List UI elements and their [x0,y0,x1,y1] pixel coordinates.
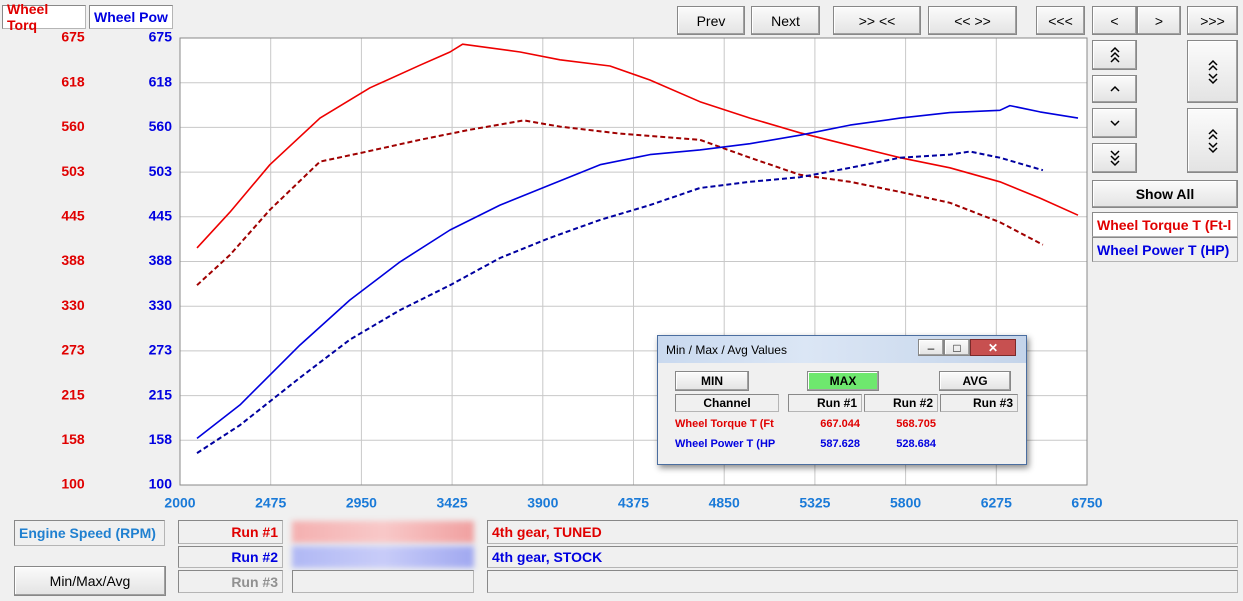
close-button[interactable]: ✕ [970,339,1016,356]
scroll-down-button[interactable] [1092,108,1137,138]
x-tick-label: 5325 [799,495,830,511]
x-tick-label: 3900 [527,495,558,511]
tab[interactable]: Wheel Torq [2,1,86,33]
y-tick-label: 273 [61,342,85,358]
column-header: Run #3 [940,394,1018,412]
zoom-in-button[interactable] [1187,40,1238,103]
y2-tick-label: 560 [149,118,173,134]
x-tick-label: 6275 [981,495,1012,511]
value-cell: 528.684 [896,438,936,450]
channel-cell: Wheel Power T (HP [675,438,776,450]
value-cell: 587.628 [820,438,860,450]
data-line [196,104,1079,440]
channel-cell: Wheel Torque T (Ft [675,418,774,430]
x-tick-label: 2950 [346,495,377,511]
y-tick-label: 675 [61,29,85,45]
y-tick-label: 215 [61,386,85,402]
y-tick-label: 618 [61,73,85,89]
scroll-top-button[interactable] [1092,40,1137,70]
y2-tick-label: 273 [149,342,173,358]
run-description [487,570,1238,593]
icon [1109,120,1120,127]
x-tick-label: 6750 [1071,495,1102,511]
button[interactable]: <<< [1036,6,1085,35]
y-tick-label: 100 [61,476,85,492]
y2-tick-label: 100 [149,476,173,492]
y-tick-label: 158 [61,431,85,447]
x-tick-label: 2475 [255,495,286,511]
y2-tick-label: 445 [149,208,173,224]
empty-field [292,570,474,593]
y-tick-label: 330 [61,297,85,313]
scroll-up-button[interactable] [1092,75,1137,103]
show-all-button[interactable]: Show All [1092,180,1238,208]
scroll-bottom-button[interactable] [1092,143,1137,173]
button[interactable]: MAX [807,371,879,391]
dialog-title: Min / Max / Avg Values [666,343,787,357]
value-cell: 568.705 [896,418,936,430]
column-header: Run #2 [864,394,938,412]
legend-entry[interactable]: Wheel Torque T (Ft-l [1092,212,1238,237]
run-description: 4th gear, TUNED [487,520,1238,544]
y2-tick-label: 675 [149,29,173,45]
y2-tick-label: 215 [149,386,173,402]
y2-tick-label: 503 [149,163,173,179]
data-line [196,150,1044,454]
icon [1109,46,1120,63]
x-tick-label: 2000 [164,495,195,511]
button[interactable]: < [1092,6,1137,35]
minimize-button[interactable]: – [918,339,944,356]
legend-entry[interactable]: Wheel Power T (HP) [1092,237,1238,262]
dialog: Min / Max / Avg Values – □ ✕ MIN MAX AVG… [657,335,1027,465]
column-header: Channel [675,394,779,412]
button[interactable]: MIN [675,371,749,391]
x-tick-label: 4850 [709,495,740,511]
button[interactable]: << >> [928,6,1017,35]
icon [1207,59,1218,84]
value-cell: 667.044 [820,418,860,430]
column-header: Run #1 [788,394,862,412]
y2-tick-label: 330 [149,297,173,313]
y2-tick-label: 388 [149,252,173,268]
y2-tick-label: 158 [149,431,173,447]
maximize-button[interactable]: □ [944,339,970,356]
button[interactable]: >>> [1187,6,1238,35]
data-line [196,119,1044,286]
run-label: Run #1 [178,520,283,544]
icon [1207,128,1218,153]
x-tick-label: 5800 [890,495,921,511]
button[interactable]: > [1137,6,1181,35]
button[interactable]: >> << [833,6,921,35]
y-tick-label: 560 [61,118,85,134]
redacted-field [292,546,474,568]
min-max-avg-button[interactable]: Min/Max/Avg [14,566,166,596]
run-label: Run #2 [178,546,283,568]
run-label: Run #3 [178,570,283,593]
icon [1109,85,1120,92]
icon [1109,150,1120,167]
redacted-field [292,521,474,543]
y-tick-label: 445 [61,208,85,224]
x-tick-label: 4375 [618,495,649,511]
button[interactable]: Prev [677,6,745,35]
x-axis-label: Engine Speed (RPM) [14,520,165,546]
y2-tick-label: 618 [149,73,173,89]
button[interactable]: AVG [939,371,1011,391]
y-tick-label: 388 [61,252,85,268]
y-tick-label: 503 [61,163,85,179]
run-description: 4th gear, STOCK [487,546,1238,568]
tab[interactable]: Wheel Pow [89,5,173,29]
button[interactable]: Next [751,6,820,35]
plot-border [179,37,1088,486]
zoom-out-button[interactable] [1187,108,1238,173]
x-tick-label: 3425 [437,495,468,511]
data-line [196,43,1079,249]
